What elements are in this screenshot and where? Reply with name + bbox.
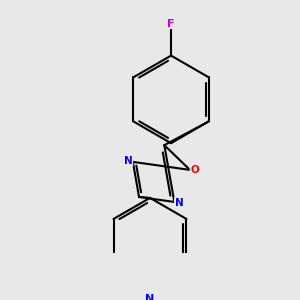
Text: N: N	[146, 294, 154, 300]
Text: O: O	[190, 165, 199, 175]
Text: N: N	[124, 156, 133, 166]
Text: N: N	[175, 198, 183, 208]
Text: F: F	[167, 19, 175, 28]
